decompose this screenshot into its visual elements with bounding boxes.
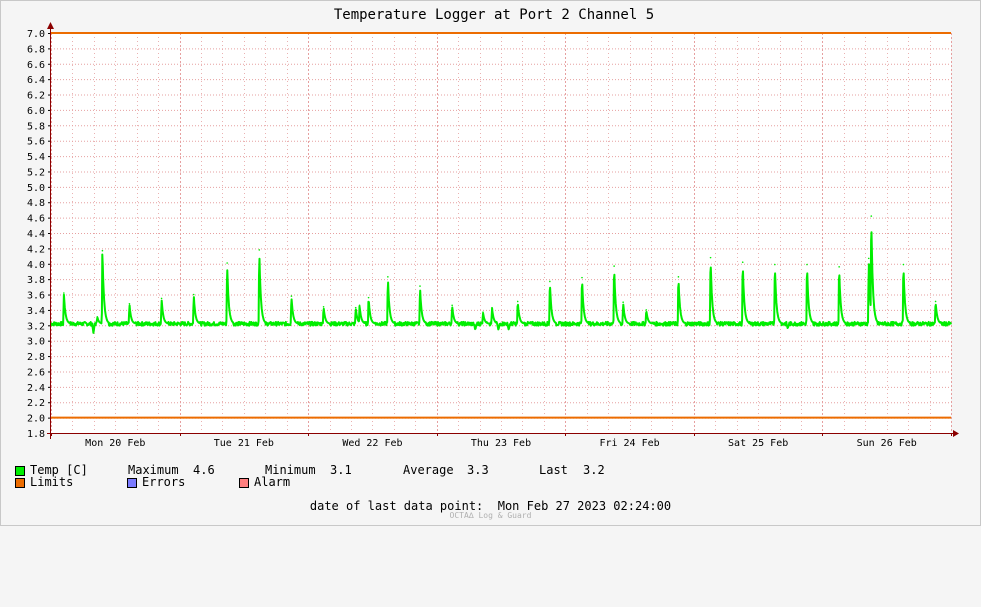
temp-peak-point [934,300,937,303]
temp-peak-point [806,263,808,266]
y-axis-arrow-icon [47,22,54,29]
y-tick-label: 7.0 [27,29,45,40]
temp-peak-point [677,276,680,278]
chart-title: Temperature Logger at Port 2 Channel 5 [334,7,654,23]
legend-min-label: Minimum [265,463,316,477]
temp-peak-point [902,263,905,266]
legend-last-value: 3.2 [583,463,605,477]
y-tick-label: 5.6 [27,137,45,148]
y-tick-label: 3.4 [27,306,45,317]
temp-peak-point [101,249,104,252]
x-tick-label: Sat 25 Feb [728,438,788,449]
y-tick-label: 3.6 [27,291,45,302]
legend-avg-label: Average [403,463,454,477]
errors-swatch-icon [127,478,137,488]
limits-swatch-icon [15,478,25,488]
y-tick-label: 4.4 [27,229,45,240]
legend-alarm-label: Alarm [254,475,291,489]
legend-temp-label: Temp [C] [30,463,88,477]
y-tick-label: 6.2 [27,91,45,102]
legend-limits-label: Limits [30,475,74,489]
x-tick-label: Fri 24 Feb [599,438,659,449]
y-tick-label: 5.8 [27,121,45,132]
brand-watermark: OCTA∆ Log & Guard [449,511,532,520]
y-tick-label: 5.4 [27,152,45,163]
alarm-swatch-icon [239,478,249,488]
y-tick-label: 6.6 [27,60,45,71]
temp-swatch-icon [15,466,25,476]
x-tick-label: Sun 26 Feb [857,438,917,449]
y-tick-label: 2.2 [27,398,45,409]
y-tick-label: 3.0 [27,337,45,348]
x-tick-label: Thu 23 Feb [471,438,531,449]
y-tick-label: 1.8 [27,429,45,440]
temp-peak-point [290,295,293,297]
y-tick-label: 2.0 [27,414,45,425]
y-tick-label: 5.2 [27,167,45,178]
x-tick-label: Mon 20 Feb [85,438,145,449]
temp-peak-point [645,309,648,311]
y-tick-label: 2.6 [27,367,45,378]
temp-peak-point [491,306,493,309]
temp-peak-point [870,215,873,217]
y-tick-label: 3.8 [27,275,45,286]
x-tick-label: Tue 21 Feb [214,438,274,449]
x-axis-arrow-icon [953,430,959,437]
y-tick-label: 2.8 [27,352,45,363]
temp-peak-point [838,266,840,268]
temp-peak-point [160,297,163,300]
temp-peak-point [192,293,195,296]
temp-peak-point [613,265,615,267]
x-tick-label: Wed 22 Feb [342,438,402,449]
legend-max-value: 4.6 [193,463,215,477]
temp-peak-point [322,306,325,308]
y-tick-label: 4.2 [27,244,45,255]
temp-peak-point [867,257,870,260]
legend-errors-label: Errors [142,475,186,489]
y-tick-label: 6.8 [27,44,45,55]
temp-peak-point [581,276,583,279]
temperature-chart: Temperature Logger at Port 2 Channel 5 7… [27,7,959,449]
temp-peak-point [128,302,131,305]
temp-peak-point [63,292,65,294]
y-tick-label: 4.8 [27,198,45,209]
temp-peak-point [419,285,421,287]
legend-row-1: Temp [C] Maximum 4.6 Minimum 3.1 Average… [15,464,715,477]
y-tick-label: 6.0 [27,106,45,117]
y-tick-label: 6.4 [27,75,45,86]
temp-peak-point [622,301,624,304]
temp-peak-point [482,311,484,314]
temp-peak-point [774,263,776,266]
temp-peak-point [549,280,551,283]
legend-min-value: 3.1 [330,463,352,477]
temp-peak-point [226,262,228,264]
temp-peak-point [96,316,99,318]
temp-peak-point [451,304,453,307]
y-tick-label: 4.6 [27,214,45,225]
legend-last-label: Last [539,463,568,477]
y-tick-label: 5.0 [27,183,45,194]
legend-max-label: Maximum [128,463,179,477]
temp-series-line [50,231,952,334]
temp-peak-point [741,261,744,264]
temp-peak-point [387,276,389,278]
y-tick-label: 4.0 [27,260,45,271]
y-tick-label: 2.4 [27,383,45,394]
temp-peak-point [354,306,357,309]
legend-avg-value: 3.3 [467,463,489,477]
temp-peak-point [367,296,370,299]
legend-row-2: Limits Errors Alarm [15,476,715,489]
temp-peak-point [516,300,519,303]
temp-peak-point [358,304,361,307]
last-data-point-text: date of last data point: Mon Feb 27 2023… [309,499,672,513]
y-tick-label: 3.2 [27,321,45,332]
temp-peak-point [258,249,261,251]
temp-peak-point [709,256,712,259]
